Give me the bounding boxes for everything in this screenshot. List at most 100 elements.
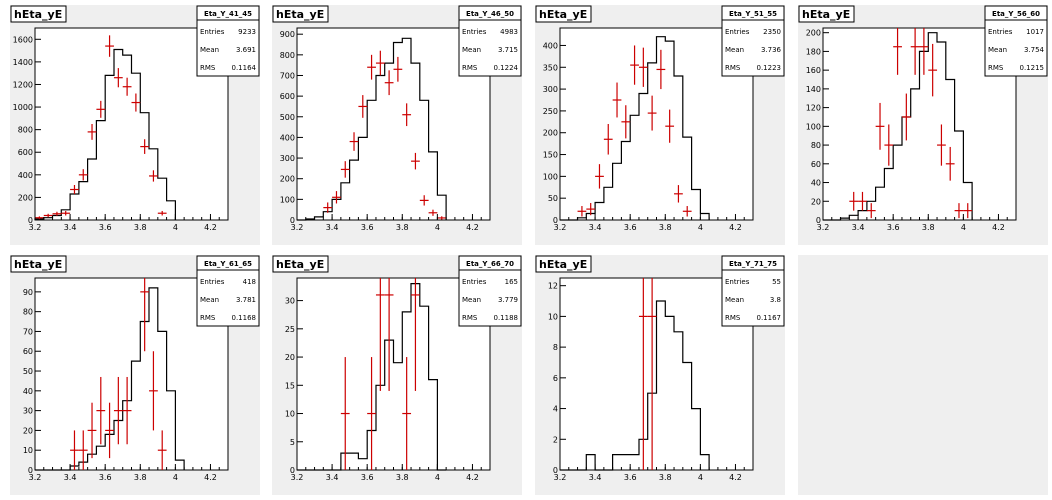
- stats-rms-label: RMS: [462, 64, 478, 72]
- data-point: [858, 191, 867, 211]
- title-box: hEta_yE: [535, 5, 592, 23]
- y-tick-label: 80: [23, 308, 33, 317]
- stats-frame: [721, 5, 785, 77]
- data-point: [884, 124, 894, 166]
- data-point: [919, 28, 929, 75]
- x-tick-label: 4.2: [992, 223, 1005, 232]
- histogram-step: [823, 32, 973, 221]
- stats-mean-value: 3.781: [236, 296, 256, 304]
- x-tick-label: 3.6: [624, 473, 637, 482]
- stats-frame: [984, 5, 1048, 77]
- y-tick-label: 250: [543, 107, 558, 116]
- histogram-title: hEta_yE: [14, 258, 62, 271]
- data-point: [384, 70, 394, 96]
- data-point: [901, 93, 911, 141]
- y-tick-label: 30: [23, 407, 33, 416]
- data-point: [131, 93, 141, 112]
- y-tick-label: 6: [553, 374, 558, 383]
- x-tick-label: 3.2: [291, 473, 304, 482]
- data-point: [910, 28, 920, 75]
- stats-mean-value: 3.715: [498, 46, 518, 54]
- x-tick-label: 3.8: [659, 473, 672, 482]
- data-point: [411, 152, 420, 170]
- stats-rms-value: 0.1188: [494, 314, 519, 322]
- x-tick-label: 4.2: [729, 223, 742, 232]
- stats-rms-value: 0.1168: [232, 314, 257, 322]
- stats-mean-value: 3.8: [770, 296, 781, 304]
- y-tick-label: 600: [280, 92, 295, 101]
- x-tick-label: 3.2: [554, 473, 567, 482]
- stats-entries-label: Entries: [988, 28, 1013, 36]
- x-tick-label: 3.6: [361, 473, 374, 482]
- y-tick-label: 300: [280, 154, 295, 163]
- y-tick-label: 1600: [13, 35, 33, 44]
- pad-5: 3.2 3.4 3.6 3.8 4 4.2 0 10 20 30 40 50 60 70 80 90 hEta_…: [10, 255, 260, 495]
- y-tick-label: 50: [548, 194, 558, 203]
- y-tick-label: 8: [553, 343, 558, 352]
- stats-mean-label: Mean: [988, 46, 1007, 54]
- y-tick-label: 150: [543, 151, 558, 160]
- data-point: [393, 56, 403, 82]
- y-tick-label: 0: [553, 216, 558, 225]
- data-point: [332, 191, 341, 204]
- data-point: [419, 195, 429, 206]
- data-point: [963, 203, 973, 219]
- data-point: [577, 206, 587, 217]
- data-point: [603, 124, 613, 155]
- data-point: [87, 402, 97, 459]
- data-point: [638, 278, 648, 470]
- x-tick-label: 3.4: [326, 473, 339, 482]
- y-tick-label: 50: [23, 367, 33, 376]
- data-point: [149, 170, 158, 182]
- y-tick-label: 4: [553, 405, 558, 414]
- data-point: [656, 49, 666, 90]
- stats-box: Eta_Y_46_50 Entries 4983 Mean 3.715 RMS 0.1224: [458, 5, 522, 77]
- y-tick-label: 70: [23, 327, 33, 336]
- x-tick-label: 4: [173, 473, 178, 482]
- plot-frame: [296, 277, 491, 471]
- stats-mean-label: Mean: [200, 46, 219, 54]
- x-tick-label: 4: [698, 223, 703, 232]
- y-tick-label: 500: [280, 113, 295, 122]
- stats-rms-value: 0.1223: [757, 64, 782, 72]
- stats-frame: [196, 5, 260, 77]
- y-tick-label: 600: [18, 148, 33, 157]
- histogram-title: hEta_yE: [276, 8, 324, 21]
- y-tick-label: 10: [548, 312, 558, 321]
- title-frame: [10, 5, 67, 23]
- y-tick-label: 180: [806, 47, 821, 56]
- data-point: [105, 35, 114, 57]
- stats-name: Eta_Y_66_70: [466, 260, 514, 268]
- data-point: [78, 169, 88, 181]
- y-tick-label: 900: [280, 30, 295, 39]
- data-point: [647, 95, 657, 131]
- stats-name: Eta_Y_71_75: [729, 260, 777, 268]
- stats-entries-value: 418: [243, 278, 256, 286]
- data-point: [323, 202, 333, 213]
- y-tick-label: 400: [18, 171, 33, 180]
- x-tick-label: 3.8: [134, 223, 147, 232]
- title-frame: [798, 5, 855, 23]
- x-tick-label: 3.6: [624, 223, 637, 232]
- stats-mean-label: Mean: [462, 46, 481, 54]
- stats-entries-label: Entries: [725, 278, 750, 286]
- data-point: [70, 430, 79, 470]
- pad-7: 3.2 3.4 3.6 3.8 4 4.2 0 2 4 6 8 10 12 hEta_yE Eta_Y_71…: [535, 255, 785, 495]
- title-box: hEta_yE: [10, 5, 67, 23]
- x-tick-label: 3.2: [817, 223, 830, 232]
- x-tick-label: 4.2: [466, 223, 479, 232]
- y-tick-label: 40: [23, 387, 33, 396]
- stats-name: Eta_Y_46_50: [466, 10, 514, 18]
- data-point: [340, 357, 350, 470]
- x-tick-label: 3.4: [589, 473, 602, 482]
- stats-name: Eta_Y_56_60: [992, 10, 1040, 18]
- data-point: [43, 213, 53, 218]
- x-tick-label: 3.6: [99, 473, 112, 482]
- y-tick-label: 30: [285, 297, 295, 306]
- data-point: [665, 109, 675, 143]
- y-tick-label: 0: [28, 466, 33, 475]
- x-tick-label: 4: [173, 223, 178, 232]
- data-point: [375, 278, 385, 391]
- stats-mean-value: 3.691: [236, 46, 256, 54]
- data-point: [893, 28, 902, 75]
